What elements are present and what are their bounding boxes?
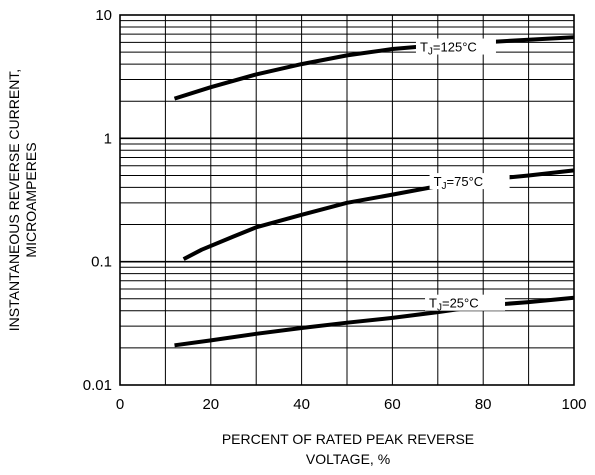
grid xyxy=(120,15,574,385)
y-tick-label: 10 xyxy=(95,7,112,24)
y-axis-label-line-1: INSTANTANEOUS REVERSE CURRENT, xyxy=(6,69,22,331)
y-tick-labels: 0.01 0.1 1 10 xyxy=(83,7,112,394)
curve-label-background xyxy=(429,173,510,190)
curve-series-0 xyxy=(173,35,575,101)
x-tick-label: 80 xyxy=(475,396,492,413)
curve-label-2: TJ=25°C xyxy=(429,296,479,314)
x-tick-label: 40 xyxy=(293,396,310,413)
curve-label-1: TJ=75°C xyxy=(434,174,484,192)
curve-label-background xyxy=(415,38,496,55)
y-axis-label-line-2: MICROAMPERES xyxy=(23,142,39,257)
x-tick-labels: 0 20 40 60 80 100 xyxy=(116,396,587,413)
x-tick-label: 60 xyxy=(384,396,401,413)
y-tick-label: 1 xyxy=(104,130,112,147)
x-axis-label-line-2: VOLTAGE, % xyxy=(306,451,390,467)
plot-frame xyxy=(119,14,575,386)
y-tick-label: 0.01 xyxy=(83,377,112,394)
curve-label-0: TJ=125°C xyxy=(420,40,477,58)
x-tick-label: 20 xyxy=(202,396,219,413)
x-axis-label-line-1: PERCENT OF RATED PEAK REVERSE xyxy=(222,431,474,447)
curve-label-background xyxy=(425,294,506,311)
curve-series-2 xyxy=(174,295,575,348)
curve-labels: TJ=125°C TJ=75°C TJ=25°C xyxy=(415,38,510,314)
curve-series-1 xyxy=(182,168,575,261)
x-tick-label: 0 xyxy=(116,396,124,413)
y-tick-label: 0.1 xyxy=(91,254,112,271)
x-tick-label: 100 xyxy=(561,396,586,413)
